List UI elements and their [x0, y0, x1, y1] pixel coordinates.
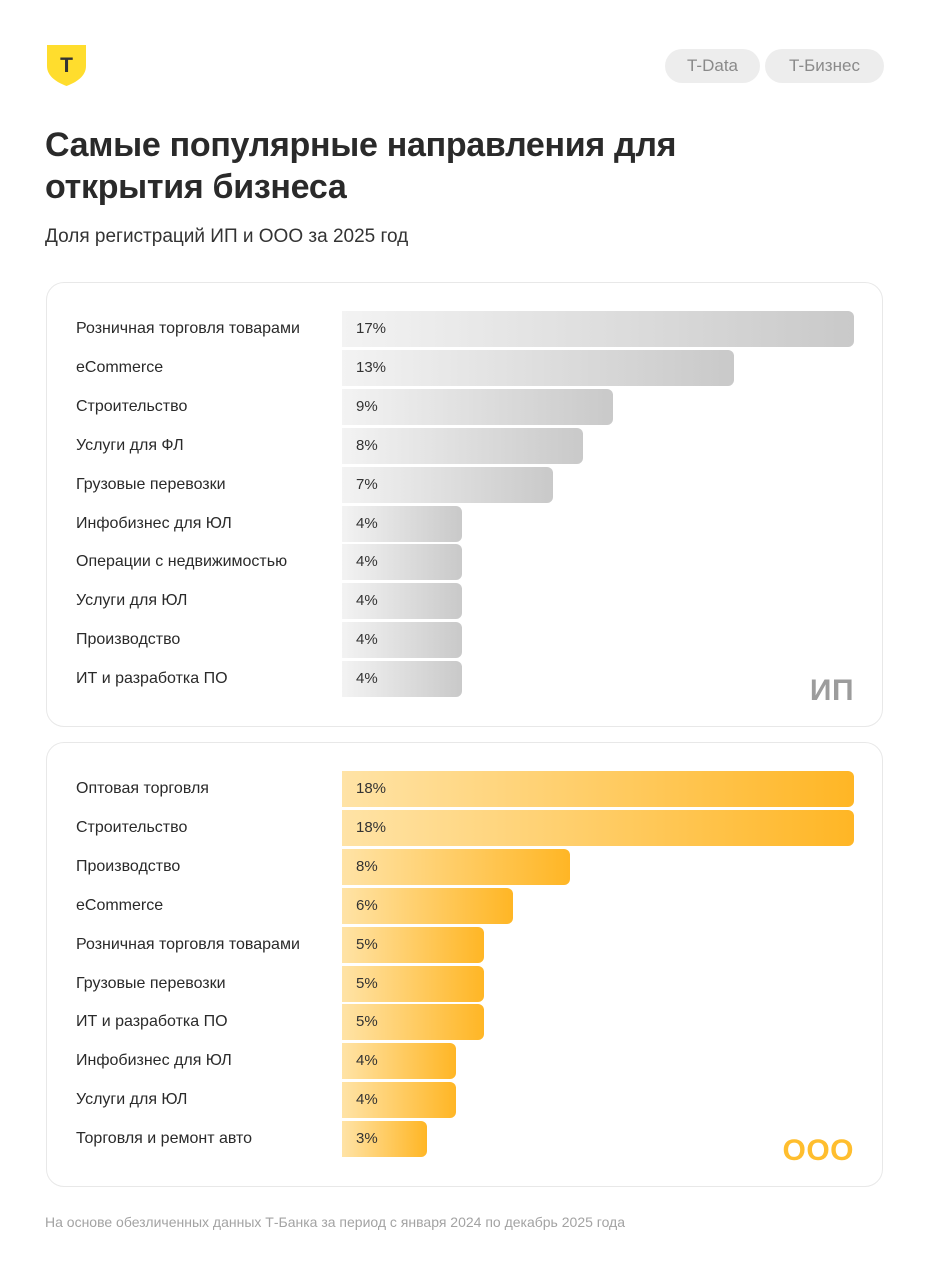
category-label: Строительство	[76, 818, 188, 836]
bar-row: ИТ и разработка ПО 5%	[47, 1004, 884, 1041]
bar	[342, 1004, 485, 1041]
logo-letter: T	[60, 54, 73, 77]
bar-row: Розничная торговля товарами 17%	[47, 311, 884, 347]
value-label: 4%	[356, 514, 378, 532]
bar	[342, 349, 734, 386]
value-label: 7%	[356, 475, 378, 493]
bar	[342, 771, 854, 807]
bar-row: eCommerce 13%	[47, 349, 884, 386]
value-label: 13%	[356, 358, 387, 376]
category-label: Операции с недвижимостью	[76, 553, 288, 571]
value-label: 9%	[356, 397, 378, 415]
bar	[342, 1082, 456, 1119]
bar	[342, 427, 583, 464]
value-label: 4%	[356, 592, 378, 610]
bar	[342, 1121, 428, 1158]
brand-logo: T	[45, 44, 88, 87]
chart-card-ip: Розничная торговля товарами 17% eCommerce 1…	[46, 282, 883, 727]
value-label: 4%	[356, 553, 378, 571]
bar-row: Услуги для ФЛ 8%	[47, 427, 884, 464]
bar-row: Инфобизнес для ЮЛ 4%	[47, 505, 884, 542]
bar	[342, 583, 463, 620]
chart-title-ip: ИП	[809, 674, 854, 707]
bar-row: Строительство 18%	[47, 809, 884, 846]
bar	[342, 661, 463, 698]
bar	[342, 311, 854, 347]
bar-row: Грузовые перевозки 7%	[47, 466, 884, 503]
chart-title-ooo: ООО	[782, 1134, 854, 1167]
category-label: Оптовая торговля	[76, 780, 209, 797]
bar	[342, 1043, 456, 1080]
category-label: Производство	[76, 631, 181, 649]
value-label: 5%	[356, 1013, 378, 1031]
category-label: Грузовые перевозки	[76, 475, 226, 493]
value-label: 5%	[356, 974, 378, 992]
category-label: Инфобизнес для ЮЛ	[76, 1052, 232, 1070]
bar-row: eCommerce 6%	[47, 887, 884, 924]
bar	[342, 622, 463, 659]
value-label: 17%	[356, 320, 387, 337]
bar	[342, 848, 570, 885]
chart-card-ooo: Оптовая торговля 18% Строительство 18% Произ…	[46, 742, 883, 1187]
category-label: Услуги для ЮЛ	[76, 1091, 188, 1109]
bar	[342, 388, 614, 425]
category-label: Услуги для ЮЛ	[76, 592, 188, 610]
value-label: 18%	[356, 818, 387, 836]
category-label: Услуги для ФЛ	[76, 436, 184, 454]
bar-row: Производство 4%	[47, 622, 884, 659]
shield-logo-icon: T	[47, 45, 86, 86]
category-label: Розничная торговля товарами	[76, 320, 300, 337]
tag-t-business: T-Бизнес	[765, 49, 884, 83]
footnote: На основе обезличенных данных Т-Банка за…	[45, 1214, 626, 1230]
bar-row: Торговля и ремонт авто 3%	[47, 1121, 884, 1158]
bar	[342, 965, 485, 1002]
category-label: Торговля и ремонт авто	[76, 1130, 253, 1148]
value-label: 8%	[356, 857, 378, 875]
category-label: ИТ и разработка ПО	[76, 1013, 228, 1031]
bar-row: Операции с недвижимостью 4%	[47, 544, 884, 581]
category-label: Розничная торговля товарами	[76, 935, 300, 953]
bar-row: Услуги для ЮЛ 4%	[47, 1082, 884, 1119]
category-label: eCommerce	[76, 358, 164, 376]
value-label: 3%	[356, 1130, 378, 1148]
bar	[342, 505, 463, 542]
category-label: Грузовые перевозки	[76, 974, 226, 992]
value-label: 4%	[356, 1091, 378, 1109]
category-label: ИТ и разработка ПО	[76, 670, 228, 688]
category-label: Производство	[76, 857, 181, 875]
bar-row: Услуги для ЮЛ 4%	[47, 583, 884, 620]
category-label: Инфобизнес для ЮЛ	[76, 514, 232, 532]
value-label: 4%	[356, 670, 378, 688]
bar-row: Инфобизнес для ЮЛ 4%	[47, 1043, 884, 1080]
bar-row: Оптовая торговля 18%	[47, 771, 884, 807]
tag-t-data: T-Data	[665, 49, 760, 83]
bar-row: Розничная торговля товарами 5%	[47, 926, 884, 963]
category-label: eCommerce	[76, 896, 164, 914]
value-label: 8%	[356, 436, 378, 454]
bar-row: ИТ и разработка ПО 4%	[47, 661, 884, 698]
bar	[342, 887, 513, 924]
value-label: 6%	[356, 896, 378, 914]
bar	[342, 809, 854, 846]
bar-row: Строительство 9%	[47, 388, 884, 425]
bar	[342, 926, 485, 963]
page-subtitle: Доля регистраций ИП и ООО за 2025 год	[45, 226, 409, 247]
value-label: 4%	[356, 1052, 378, 1070]
bar	[342, 544, 463, 581]
value-label: 18%	[356, 780, 387, 797]
bar	[342, 466, 553, 503]
category-label: Строительство	[76, 397, 188, 415]
value-label: 5%	[356, 935, 378, 953]
page-title: Самые популярные направления для открыти…	[45, 126, 677, 206]
bar-row: Грузовые перевозки 5%	[47, 965, 884, 1002]
bar-row: Производство 8%	[47, 848, 884, 885]
value-label: 4%	[356, 631, 378, 649]
